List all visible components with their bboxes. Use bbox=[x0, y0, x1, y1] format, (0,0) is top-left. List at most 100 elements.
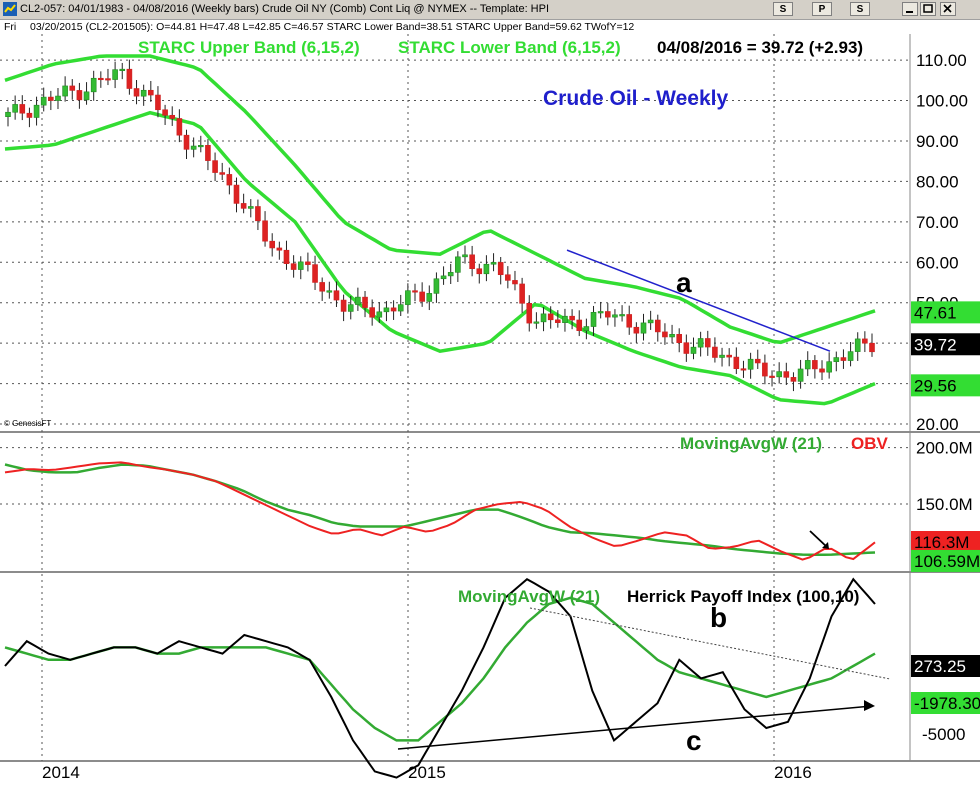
badge-last-price bbox=[911, 333, 980, 356]
candle bbox=[5, 107, 11, 127]
watermark: © GenesisFT bbox=[4, 419, 51, 428]
badge-obv-text: 116.3M bbox=[914, 533, 969, 552]
candle bbox=[69, 79, 76, 100]
obv-legend-obv: OBV bbox=[851, 434, 889, 453]
candle bbox=[754, 349, 761, 369]
candle bbox=[262, 211, 268, 247]
x-tick-2014: 2014 bbox=[42, 763, 80, 782]
price-tick-label: 70.00 bbox=[916, 213, 959, 232]
candle bbox=[247, 199, 254, 218]
candle bbox=[169, 106, 176, 126]
candle bbox=[804, 351, 811, 377]
candle bbox=[505, 266, 511, 289]
candle bbox=[619, 305, 625, 322]
obv-panel bbox=[4, 461, 876, 561]
candle bbox=[433, 272, 440, 303]
candle bbox=[676, 328, 683, 353]
candle bbox=[176, 109, 183, 143]
s-button[interactable]: S bbox=[773, 2, 793, 16]
candle bbox=[455, 251, 461, 282]
candle bbox=[590, 305, 597, 336]
candle bbox=[162, 104, 168, 125]
candle bbox=[790, 372, 797, 392]
candle bbox=[105, 68, 111, 86]
candle bbox=[140, 84, 147, 106]
candle bbox=[683, 334, 690, 362]
candle bbox=[419, 282, 425, 307]
x-tick-2016: 2016 bbox=[774, 763, 812, 782]
badge-lower-band bbox=[911, 374, 980, 397]
candle bbox=[447, 263, 454, 285]
candle bbox=[405, 283, 411, 314]
candle bbox=[812, 355, 818, 379]
candle bbox=[369, 299, 375, 326]
candle bbox=[862, 331, 868, 353]
candle bbox=[605, 303, 611, 326]
candle bbox=[690, 337, 697, 360]
candle bbox=[533, 312, 540, 329]
price-tick-label: 60.00 bbox=[916, 253, 959, 272]
hpi-line bbox=[4, 577, 876, 779]
candle bbox=[576, 310, 583, 337]
candle bbox=[512, 270, 518, 291]
candle bbox=[869, 333, 875, 357]
badge-hpi-ma-text: -1978.30 bbox=[914, 694, 980, 713]
candle bbox=[647, 310, 654, 330]
candle bbox=[540, 307, 547, 332]
arrowhead-c-icon bbox=[864, 700, 875, 711]
candle bbox=[98, 71, 104, 88]
badge-upper-band bbox=[911, 301, 980, 324]
candle bbox=[283, 240, 290, 270]
candle bbox=[355, 287, 361, 311]
grid-lines bbox=[0, 34, 910, 761]
candle bbox=[376, 302, 383, 323]
candle bbox=[26, 107, 33, 128]
legend-upper-band: STARC Upper Band (6,15,2) bbox=[138, 38, 360, 57]
candle bbox=[633, 322, 640, 343]
candle bbox=[854, 332, 861, 361]
badge-last-price-text: 39.72 bbox=[914, 335, 957, 354]
p-button[interactable]: P bbox=[812, 2, 832, 16]
candle bbox=[226, 167, 233, 195]
candle bbox=[747, 352, 754, 379]
badge-obv-ma bbox=[911, 549, 980, 572]
badge-upper-band-text: 47.61 bbox=[914, 303, 957, 322]
candle bbox=[333, 281, 340, 308]
badge-lower-band-text: 29.56 bbox=[914, 376, 957, 395]
close-icon[interactable] bbox=[940, 2, 956, 16]
candle bbox=[233, 177, 240, 213]
candle bbox=[412, 283, 418, 302]
hpi-panel bbox=[4, 577, 891, 779]
obv-legend-ma: MovingAvgW (21) bbox=[680, 434, 822, 453]
candle bbox=[197, 135, 204, 153]
candle bbox=[826, 352, 832, 379]
starc-lower-band bbox=[4, 110, 876, 406]
badge-obv bbox=[911, 530, 980, 553]
candle bbox=[190, 137, 197, 158]
candle bbox=[440, 266, 447, 285]
obv-line bbox=[4, 461, 876, 561]
candle bbox=[269, 233, 275, 257]
candle bbox=[740, 360, 747, 378]
candle bbox=[397, 294, 404, 317]
s2-button[interactable]: S bbox=[850, 2, 870, 16]
candle bbox=[733, 347, 740, 375]
candle bbox=[583, 318, 590, 340]
candle bbox=[597, 301, 604, 319]
candle bbox=[212, 152, 218, 182]
candle bbox=[497, 257, 504, 285]
candle bbox=[290, 255, 297, 278]
badge-hpi-ma bbox=[911, 692, 980, 714]
trendline-b bbox=[529, 607, 891, 680]
candle bbox=[526, 295, 533, 332]
restore-icon[interactable] bbox=[920, 2, 936, 16]
candle bbox=[305, 252, 311, 272]
candle bbox=[426, 285, 433, 311]
starc-bands bbox=[4, 54, 876, 406]
candle bbox=[626, 305, 633, 335]
candle bbox=[83, 82, 90, 105]
minimize-icon[interactable] bbox=[902, 2, 918, 16]
candle bbox=[562, 308, 568, 332]
hpi-tick-label: -5000 bbox=[922, 725, 965, 744]
obv-tick-label: 150.0M bbox=[916, 495, 973, 514]
